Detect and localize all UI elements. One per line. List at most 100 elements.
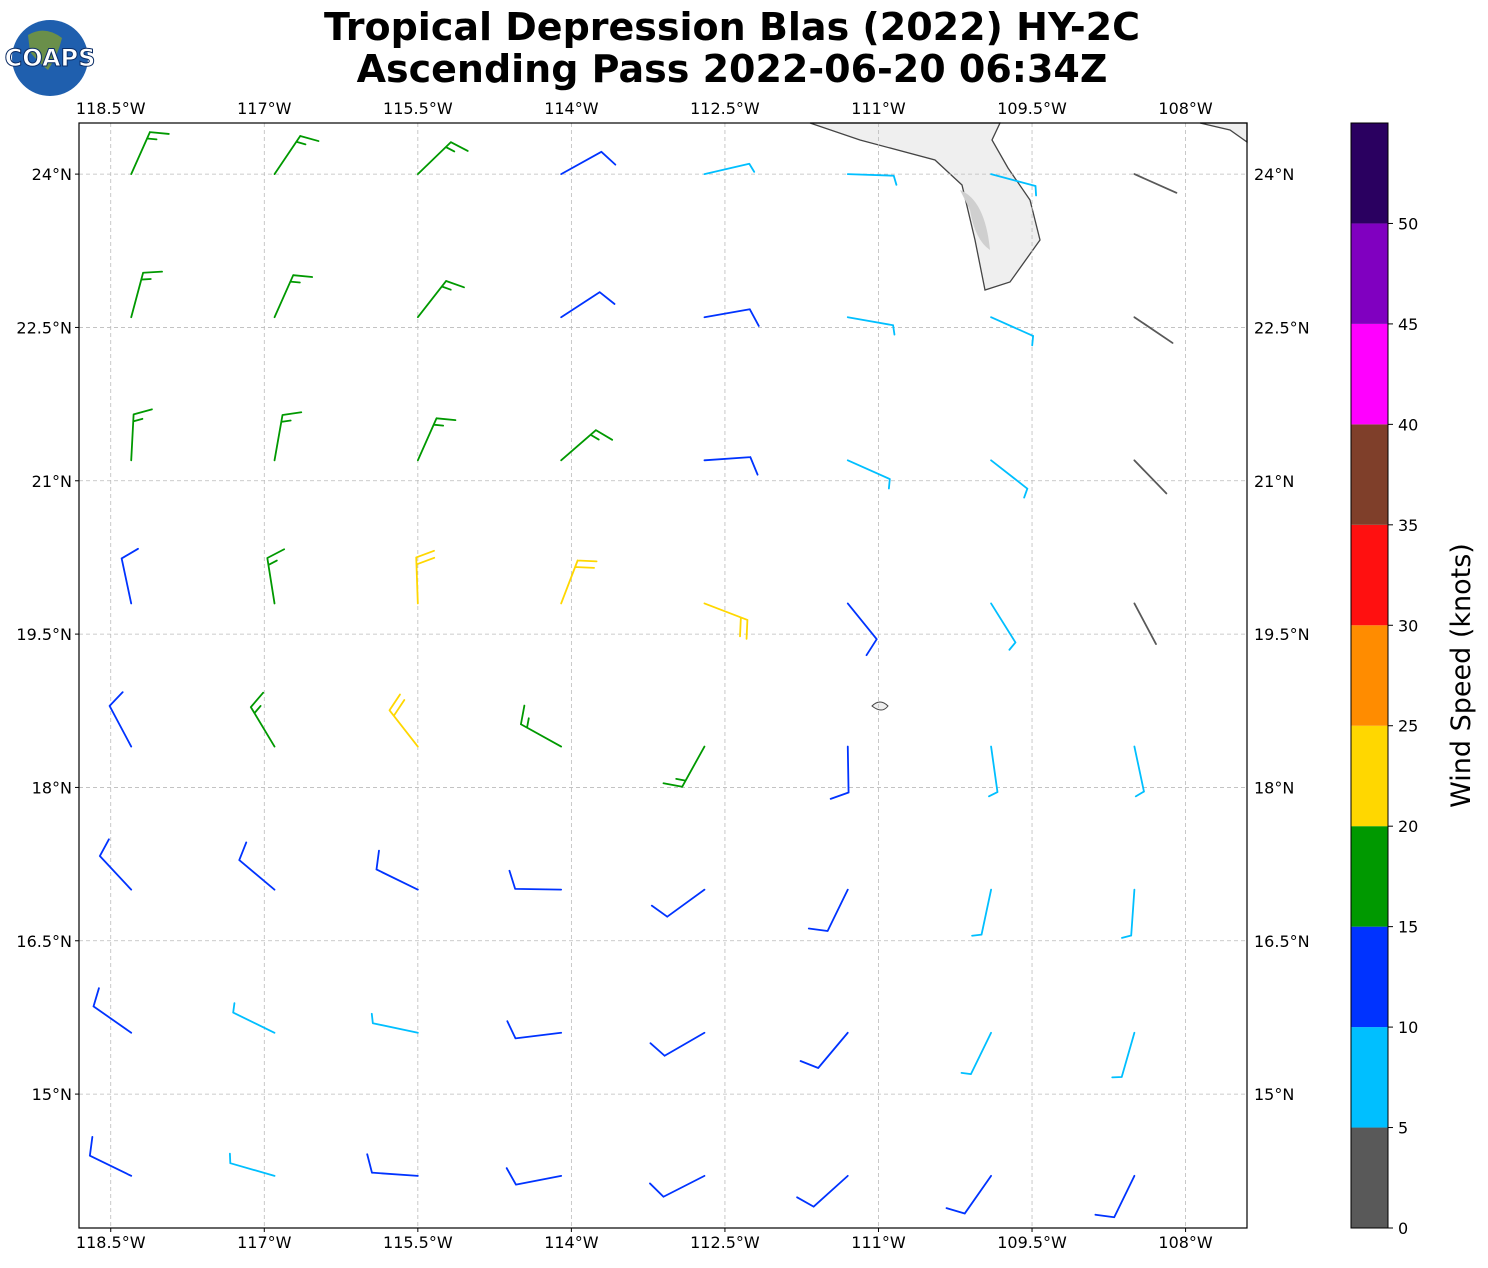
wind-barb bbox=[1094, 1174, 1136, 1219]
x-tick-label: 111°W bbox=[851, 1233, 906, 1252]
wind-barb bbox=[98, 838, 133, 891]
wind-barb bbox=[560, 559, 598, 605]
wind-barb bbox=[1133, 602, 1157, 645]
x-tick-label-top: 109.5°W bbox=[997, 99, 1067, 118]
y-tick-label: 22.5°N bbox=[16, 318, 72, 337]
wind-barb bbox=[238, 841, 276, 891]
wind-barb bbox=[370, 1012, 419, 1034]
chart-subtitle: Ascending Pass 2022-06-20 06:34Z bbox=[357, 47, 1108, 91]
x-tick-label: 109.5°W bbox=[997, 1233, 1067, 1252]
wind-barb bbox=[273, 411, 303, 462]
y-tick-label: 19.5°N bbox=[16, 625, 72, 644]
colorbar-segment bbox=[1351, 1127, 1388, 1228]
wind-barb bbox=[88, 1135, 133, 1177]
colorbar-tick-label: 35 bbox=[1398, 516, 1418, 535]
x-tick-label: 114°W bbox=[544, 1233, 599, 1252]
colorbar-segment bbox=[1351, 123, 1388, 224]
colorbar-segment bbox=[1351, 424, 1388, 525]
wind-barb bbox=[228, 1152, 276, 1177]
colorbar-frame bbox=[1350, 122, 1389, 1229]
colorbar-label: Wind Speed (knots) bbox=[1446, 543, 1477, 808]
y-tick-label: 15°N bbox=[32, 1085, 72, 1104]
wind-barb bbox=[649, 1031, 706, 1057]
y-tick-label: 21°N bbox=[32, 472, 72, 491]
wind-barb bbox=[703, 308, 760, 327]
wind-barb bbox=[1133, 459, 1168, 495]
wind-barb bbox=[130, 408, 153, 462]
wind-barb bbox=[520, 704, 563, 748]
colorbar-tick-label: 25 bbox=[1398, 717, 1418, 736]
y-tick-label-right: 22.5°N bbox=[1254, 318, 1310, 337]
land-mainland bbox=[1199, 122, 1248, 144]
wind-barb bbox=[232, 1002, 276, 1034]
x-tick-label-top: 115.5°W bbox=[383, 99, 453, 118]
logo-land bbox=[28, 30, 62, 70]
colorbar-tick-label: 5 bbox=[1398, 1119, 1408, 1138]
colorbar-tick-label: 30 bbox=[1398, 616, 1418, 635]
wind-barb bbox=[108, 691, 133, 748]
y-tick-label-right: 21°N bbox=[1254, 472, 1294, 491]
wind-barb bbox=[650, 888, 706, 918]
wind-barb bbox=[846, 459, 891, 490]
y-tick-label: 16.5°N bbox=[16, 932, 72, 951]
wind-barb bbox=[1111, 1031, 1136, 1079]
wind-barb bbox=[846, 316, 896, 336]
x-tick-label: 108°W bbox=[1158, 1233, 1213, 1252]
x-tick-label: 117°W bbox=[237, 1233, 292, 1252]
wind-barb bbox=[945, 1174, 992, 1215]
colorbar-tick-label: 45 bbox=[1398, 315, 1418, 334]
land-relief bbox=[960, 190, 990, 250]
colorbar-tick-label: 10 bbox=[1398, 1018, 1418, 1037]
x-tick-label: 112.5°W bbox=[690, 1233, 760, 1252]
wind-barb bbox=[807, 888, 849, 932]
x-tick-label: 118.5°W bbox=[76, 1233, 146, 1252]
colorbar-segment bbox=[1351, 524, 1388, 626]
wind-barb bbox=[130, 131, 170, 176]
wind-barb bbox=[988, 745, 999, 798]
wind-barb bbox=[990, 173, 1037, 197]
wind-barb bbox=[506, 1020, 563, 1040]
wind-barb bbox=[560, 150, 617, 176]
wind-barb bbox=[375, 849, 419, 891]
wind-barb bbox=[1133, 316, 1174, 344]
wind-barb bbox=[416, 280, 465, 319]
wind-barb bbox=[971, 888, 992, 937]
wind-barb bbox=[273, 135, 320, 176]
x-tick-label: 115.5°W bbox=[383, 1233, 453, 1252]
x-tick-label-top: 111°W bbox=[851, 99, 906, 118]
colorbar-segment bbox=[1351, 926, 1388, 1028]
colorbar-tick-label: 0 bbox=[1398, 1219, 1408, 1238]
wind-barb bbox=[799, 1031, 849, 1069]
wind-barb bbox=[130, 270, 163, 319]
chart-title: Tropical Depression Blas (2022) HY-2C bbox=[324, 5, 1140, 49]
wind-barb bbox=[1121, 888, 1136, 939]
y-tick-label-right: 18°N bbox=[1254, 778, 1294, 797]
wind-barb bbox=[120, 547, 139, 605]
y-tick-label: 18°N bbox=[32, 778, 72, 797]
wind-barb bbox=[508, 869, 563, 891]
wind-barb bbox=[703, 456, 759, 476]
wind-barb bbox=[662, 745, 706, 788]
island bbox=[871, 701, 889, 711]
colorbar-tick-label: 20 bbox=[1398, 817, 1418, 836]
wind-barb bbox=[1133, 173, 1178, 194]
wind-barb bbox=[416, 141, 469, 176]
x-tick-label-top: 114°W bbox=[544, 99, 599, 118]
wind-barb bbox=[960, 1031, 992, 1075]
y-tick-label-right: 19.5°N bbox=[1254, 625, 1310, 644]
wind-barb bbox=[388, 693, 419, 748]
logo: COAPS bbox=[4, 20, 96, 96]
colorbar-segment bbox=[1351, 1027, 1388, 1128]
wind-barb bbox=[266, 548, 286, 605]
colorbar-tick-label: 50 bbox=[1398, 214, 1418, 233]
wind-barb bbox=[249, 691, 276, 748]
map-area bbox=[809, 122, 1248, 711]
x-tick-label-top: 108°W bbox=[1158, 99, 1213, 118]
wind-barb bbox=[560, 429, 614, 462]
wind-barb bbox=[703, 602, 749, 640]
wind-barb bbox=[703, 162, 756, 176]
colorbar-tick-label: 15 bbox=[1398, 918, 1418, 937]
wind-barb bbox=[649, 1174, 706, 1198]
x-tick-label-top: 112.5°W bbox=[690, 99, 760, 118]
